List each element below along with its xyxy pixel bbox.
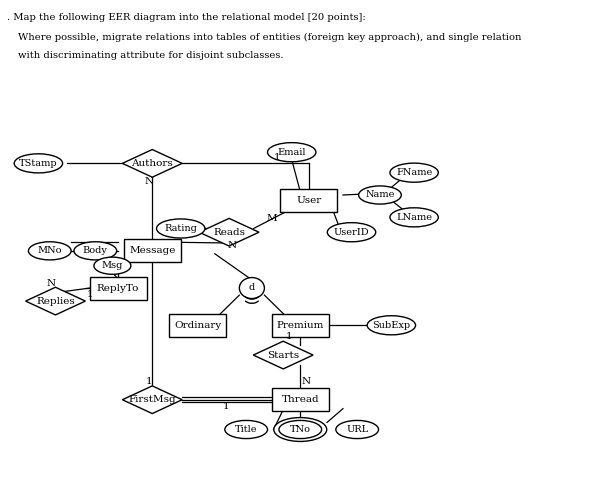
Text: Title: Title (235, 425, 257, 434)
Text: 1: 1 (223, 402, 230, 410)
Ellipse shape (74, 242, 117, 260)
Text: Rating: Rating (165, 224, 197, 233)
Polygon shape (122, 149, 182, 177)
Polygon shape (199, 218, 259, 246)
Ellipse shape (367, 316, 416, 335)
Text: TStamp: TStamp (19, 159, 58, 168)
Text: Message: Message (129, 246, 176, 255)
Text: Replies: Replies (36, 297, 75, 306)
Ellipse shape (390, 163, 438, 182)
Ellipse shape (274, 418, 327, 442)
Text: N: N (145, 177, 154, 186)
Text: 1: 1 (146, 377, 153, 385)
Text: TNo: TNo (290, 425, 311, 434)
Text: Authors: Authors (131, 159, 173, 168)
Text: N: N (227, 241, 236, 251)
Text: FName: FName (396, 168, 432, 177)
Text: MNo: MNo (37, 246, 62, 255)
FancyBboxPatch shape (281, 189, 337, 212)
Text: Msg: Msg (102, 261, 123, 270)
Text: Where possible, migrate relations into tables of entities (foreign key approach): Where possible, migrate relations into t… (18, 33, 522, 42)
Polygon shape (26, 287, 85, 315)
FancyBboxPatch shape (169, 314, 227, 337)
Ellipse shape (14, 154, 63, 173)
FancyBboxPatch shape (124, 240, 181, 262)
Text: Reads: Reads (213, 228, 245, 237)
FancyBboxPatch shape (272, 314, 328, 337)
Text: 1: 1 (286, 332, 292, 341)
Text: URL: URL (346, 425, 368, 434)
Polygon shape (122, 386, 182, 414)
Text: User: User (296, 196, 322, 205)
Text: SubExp: SubExp (372, 321, 410, 330)
Ellipse shape (390, 208, 438, 227)
Text: UserID: UserID (333, 228, 369, 237)
FancyBboxPatch shape (90, 276, 147, 300)
Text: Name: Name (365, 191, 395, 200)
Text: Thread: Thread (281, 395, 319, 404)
Text: ReplyTo: ReplyTo (97, 284, 139, 292)
Text: 1: 1 (87, 290, 93, 299)
Ellipse shape (279, 420, 322, 439)
Text: LName: LName (396, 213, 432, 222)
Ellipse shape (327, 223, 376, 242)
Text: d: d (249, 283, 255, 292)
Ellipse shape (28, 242, 71, 260)
Ellipse shape (336, 420, 379, 439)
Text: FirstMsg: FirstMsg (128, 395, 176, 404)
Text: M: M (266, 214, 277, 223)
Text: Body: Body (83, 246, 108, 255)
Ellipse shape (157, 219, 205, 238)
Text: with discriminating attribute for disjoint subclasses.: with discriminating attribute for disjoi… (18, 51, 284, 60)
Ellipse shape (94, 257, 131, 274)
Circle shape (239, 277, 265, 299)
Text: . Map the following EER diagram into the relational model [20 points]:: . Map the following EER diagram into the… (7, 13, 366, 22)
Ellipse shape (268, 143, 316, 162)
Text: Email: Email (278, 148, 306, 156)
Text: Ordinary: Ordinary (174, 321, 222, 330)
Text: Starts: Starts (267, 350, 299, 360)
Text: 1: 1 (274, 153, 281, 162)
Text: N: N (46, 279, 55, 288)
Polygon shape (254, 341, 313, 369)
Ellipse shape (225, 420, 268, 439)
FancyBboxPatch shape (272, 388, 328, 411)
Ellipse shape (359, 186, 402, 204)
Text: N: N (301, 377, 311, 385)
Text: Premium: Premium (276, 321, 324, 330)
